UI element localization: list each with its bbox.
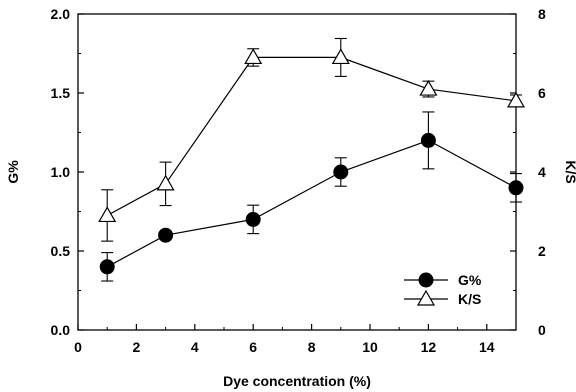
y-tick-label: 1.0: [51, 164, 71, 180]
y2-tick-label: 0: [538, 322, 546, 338]
x-tick-label: 0: [74, 339, 82, 355]
point-g-percent: [158, 227, 174, 243]
point-g-percent: [508, 180, 524, 196]
legend-label-ks: K/S: [458, 291, 481, 307]
series-line-ks: [106, 56, 517, 216]
y-tick-label: 2.0: [51, 6, 71, 22]
right-y-axis: 0 2 4 6 8: [510, 6, 546, 338]
x-axis: 0 2 4 6 8 10 12 14: [74, 324, 495, 355]
point-ks: [506, 91, 526, 108]
x-tick-label: 4: [191, 339, 199, 355]
x-tick-label: 14: [479, 339, 495, 355]
point-ks: [244, 48, 263, 65]
series-layer: [98, 37, 526, 282]
point-g-percent: [245, 211, 261, 227]
point-ks: [419, 79, 438, 96]
left-y-axis: 0.0 0.5 1.0 1.5 2.0: [51, 6, 84, 338]
legend-marker-g-percent: [418, 272, 434, 288]
point-g-percent: [99, 259, 115, 275]
x-tick-label: 6: [249, 339, 257, 355]
y2-tick-label: 4: [538, 164, 546, 180]
legend-marker-ks: [416, 289, 436, 306]
x-tick-label: 8: [308, 339, 316, 355]
y2-tick-label: 6: [538, 85, 546, 101]
point-ks: [156, 174, 175, 191]
y2-tick-label: 8: [538, 6, 546, 22]
left-y-axis-title: G%: [5, 160, 21, 184]
plot-frame: [77, 13, 517, 331]
y2-tick-label: 2: [538, 243, 546, 259]
x-tick-label: 2: [133, 339, 141, 355]
y-tick-label: 1.5: [51, 85, 71, 101]
x-axis-title: Dye concentration (%): [223, 373, 371, 389]
point-g-percent: [333, 164, 349, 180]
point-ks: [331, 48, 350, 65]
x-tick-label: 10: [362, 339, 378, 355]
legend: G% K/S: [404, 272, 482, 307]
point-g-percent: [420, 132, 436, 148]
y-tick-label: 0.0: [51, 322, 71, 338]
y-tick-label: 0.5: [51, 243, 71, 259]
point-ks: [98, 206, 117, 223]
right-y-axis-title: K/S: [563, 160, 576, 183]
legend-label-g-percent: G%: [458, 272, 482, 288]
series-line-g-percent: [106, 139, 517, 268]
x-tick-label: 12: [421, 339, 437, 355]
